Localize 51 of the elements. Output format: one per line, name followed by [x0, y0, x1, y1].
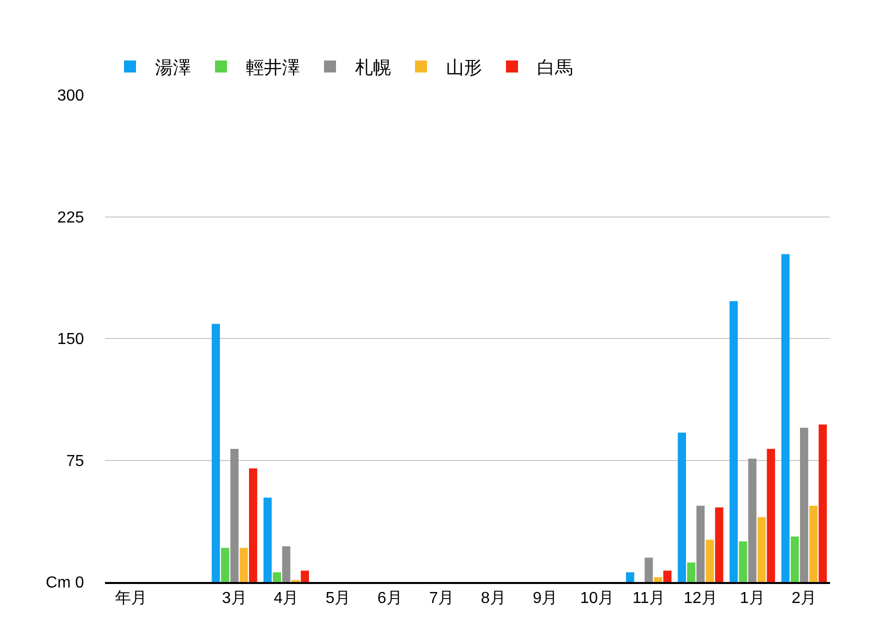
x-tick-label: 10月	[580, 590, 614, 608]
legend-label: 輕井澤	[246, 57, 300, 78]
bar	[818, 424, 827, 582]
x-tick-label: 年月	[114, 590, 147, 608]
y-tick-label: 150	[57, 331, 84, 348]
bar	[644, 558, 653, 582]
bar	[706, 540, 714, 582]
x-tick-label: 3月	[222, 590, 247, 608]
bar	[730, 301, 738, 582]
bar	[790, 536, 799, 582]
bar	[654, 577, 662, 582]
bar	[738, 541, 748, 582]
bar	[212, 324, 220, 582]
x-tick-label: 7月	[429, 590, 454, 608]
bar	[221, 548, 230, 582]
x-tick-label: 6月	[377, 590, 402, 608]
bar	[809, 506, 818, 582]
bar	[264, 498, 272, 582]
bar	[230, 448, 239, 582]
bar	[800, 428, 808, 582]
legend-label: 札幌	[355, 57, 391, 78]
bar	[282, 546, 290, 582]
bar	[249, 468, 258, 582]
y-tick-label: 300	[57, 88, 84, 105]
x-tick-label: 12月	[684, 590, 718, 608]
x-tick-label: 1月	[740, 590, 765, 608]
bar	[300, 570, 309, 582]
x-tick-label: 9月	[532, 590, 558, 608]
bar	[626, 572, 634, 582]
bar	[715, 507, 724, 582]
bar	[272, 572, 282, 582]
bar	[687, 562, 696, 582]
bar	[696, 506, 705, 582]
y-tick-label: 75	[66, 452, 84, 470]
legend-label: 白馬	[537, 57, 573, 78]
bar	[663, 570, 672, 582]
bar	[240, 548, 248, 582]
legend-label: 山形	[446, 57, 482, 78]
x-tick-label: 5月	[326, 590, 350, 608]
y-tick-label: Cm 0	[46, 574, 84, 592]
x-tick-label: 2月	[792, 590, 817, 608]
legend-label: 湯澤	[155, 57, 191, 78]
x-tick-label: 11月	[632, 590, 666, 608]
bar	[766, 448, 776, 582]
bar	[781, 254, 790, 582]
x-tick-label: 4月	[274, 590, 299, 608]
x-tick-label: 8月	[480, 590, 506, 608]
bar	[758, 517, 766, 582]
bar	[678, 432, 686, 582]
bar	[748, 458, 756, 582]
y-tick-label: 225	[57, 209, 84, 226]
